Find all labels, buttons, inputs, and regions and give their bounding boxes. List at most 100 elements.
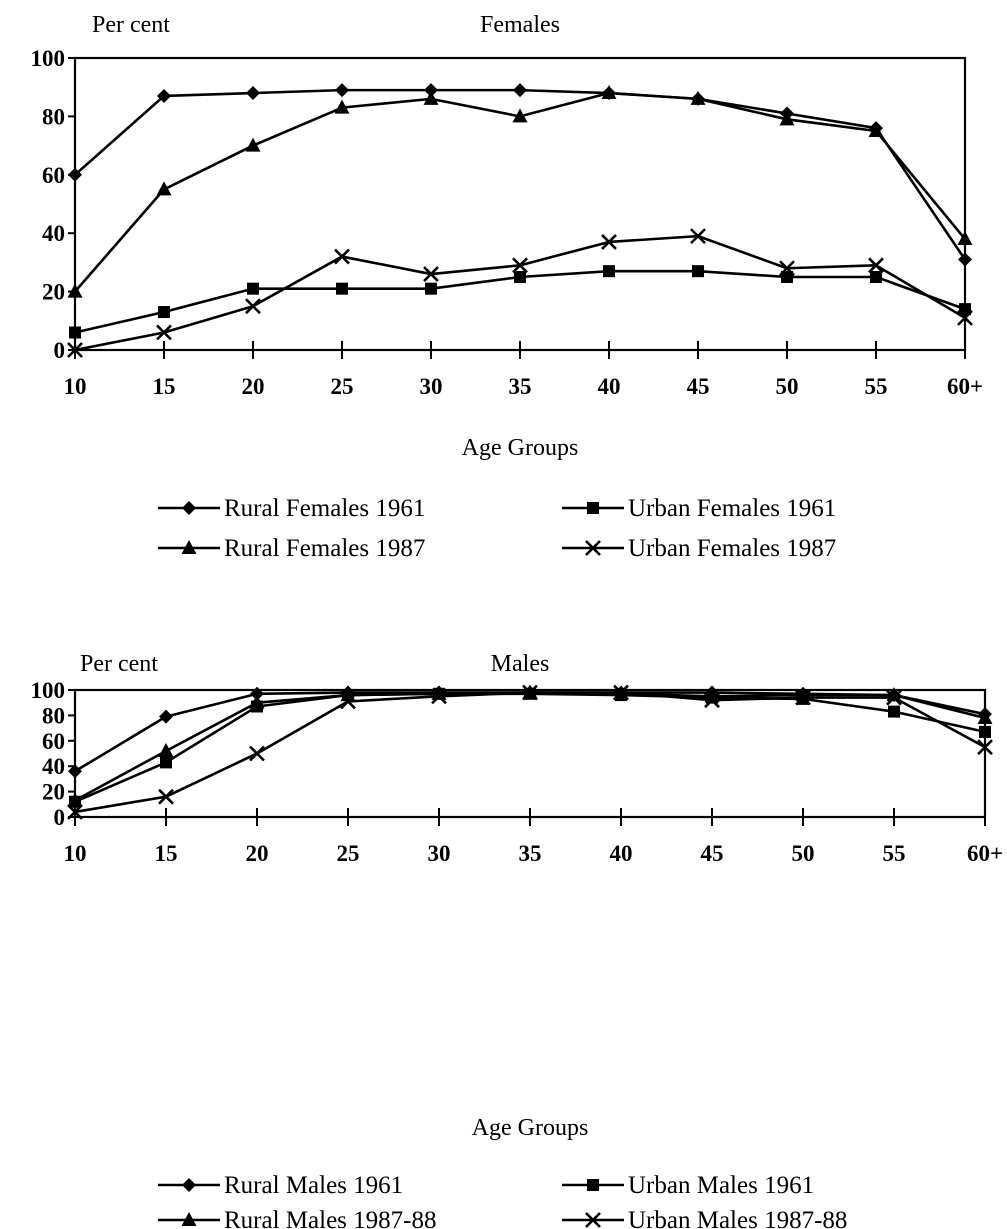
females-series-rural-females-1961-point-60 (958, 252, 972, 267)
females-xtick-label-55: 55 (865, 374, 888, 399)
males-series-urban-males-1987-88-point-25 (340, 693, 356, 710)
males-series-rural-males-1961-point-10 (68, 764, 82, 779)
males-series-urban-males-1987-88-point-55 (886, 689, 902, 706)
males-xtick-label-15: 15 (155, 841, 178, 866)
males-series-rural-males-1987-88-point-10 (67, 792, 83, 807)
females-legend-entry-urban-females-1987-marker (585, 540, 601, 556)
females-series-urban-females-1961-point-45 (692, 265, 704, 278)
females-series-urban-females-1961-point-40 (603, 265, 615, 278)
males-series-urban-males-1961-point-60 (979, 725, 991, 738)
females-series-urban-females-1987-point-60-stroke-b (957, 309, 973, 326)
males-y-axis-label: Per cent (80, 651, 158, 677)
males-xtick-label-25: 25 (337, 841, 360, 866)
females-series-urban-females-1961-point-30 (425, 282, 437, 295)
females-series-urban-females-1961-point-25 (336, 282, 348, 295)
females-series-urban-females-1961-point-20 (247, 282, 259, 295)
males-ytick-label-40: 40 (42, 754, 65, 779)
males-series-rural-males-1987-88-point-15 (158, 742, 174, 757)
males-series-urban-males-1987-88-point-40 (613, 684, 629, 701)
males-ytick-label-0: 0 (54, 805, 66, 830)
males-ytick-label-20: 20 (42, 780, 65, 805)
males-series-urban-males-1987-88-point-25-stroke-b (340, 693, 356, 710)
females-series-urban-females-1987-point-15 (156, 324, 172, 341)
females-series-rural-females-1961 (68, 83, 972, 267)
males-xtick-label-30: 30 (428, 841, 451, 866)
males-plot-frame (73, 688, 987, 819)
females-series-urban-females-1987-line (74, 234, 966, 352)
females-series-urban-females-1987-point-15-stroke-b (156, 324, 172, 341)
females-series-rural-females-1987-point-25 (334, 99, 350, 114)
males-legend-entry-urban-males-1961: Urban Males 1961 (562, 1172, 814, 1199)
females-series-urban-females-1961-point-10 (69, 326, 81, 339)
females-series-rural-females-1987-point-60 (957, 231, 973, 246)
females-series-rural-females-1961-point-20 (246, 86, 260, 101)
females-series-urban-females-1961-point-15 (158, 306, 170, 319)
males-series-urban-males-1987-88-point-10-stroke-b (67, 804, 83, 820)
females-series-urban-females-1961-point-55 (870, 271, 882, 283)
females-series-rural-females-1987-point-40 (601, 85, 617, 100)
females-series-urban-females-1987-point-50 (779, 260, 795, 277)
females-series-urban-females-1987-point-55-stroke-b (868, 257, 884, 274)
males-legend-entry-rural-males-1961-marker (182, 1178, 196, 1192)
females-series-rural-females-1987-point-55 (868, 123, 884, 137)
males-series-rural-males-1987-88 (67, 684, 993, 807)
males-legend-entry-urban-males-1987-88: Urban Males 1987-88 (562, 1207, 847, 1229)
males-xtick-label-35: 35 (519, 841, 542, 866)
females-series-urban-females-1987-point-45-stroke-b (690, 228, 706, 245)
females-series-urban-females-1987 (67, 228, 973, 358)
females-series-rural-females-1961-point-10 (68, 167, 82, 182)
females-xtick-label-45: 45 (687, 374, 710, 399)
males-series-urban-males-1961-point-55 (888, 705, 900, 718)
males-ytick-label-100: 100 (31, 678, 66, 703)
females-legend-entry-rural-females-1987: Rural Females 1987 (158, 535, 425, 562)
females-xtick-label-35: 35 (509, 374, 532, 399)
females-series-rural-females-1987-point-30 (423, 90, 439, 105)
females-series-rural-females-1961-point-30 (424, 83, 438, 98)
females-legend-entry-rural-females-1961: Rural Females 1961 (158, 495, 425, 522)
females-series-urban-females-1987-point-25-stroke-b (334, 248, 350, 265)
females-series-rural-females-1987-point-20 (245, 137, 261, 152)
females-series-urban-females-1987-point-35-stroke-b (512, 257, 528, 274)
females-xtick-label-15: 15 (153, 374, 176, 399)
females-series-urban-females-1961-point-60 (959, 303, 971, 316)
females-legend-entry-rural-females-1961-label: Rural Females 1961 (224, 495, 425, 522)
males-series-urban-males-1987-88-point-45-stroke-b (704, 692, 720, 709)
males-legend-entry-urban-males-1987-88-label: Urban Males 1987-88 (628, 1207, 847, 1229)
males-series-rural-males-1961-point-15 (159, 709, 173, 724)
females-chart: 0 20 40 60 80 100 10 15 20 25 30 35 40 45 50 55 60+ Femal… (31, 12, 984, 562)
males-series-urban-males-1987-88-point-20 (249, 745, 265, 762)
females-series-urban-females-1987-point-30 (423, 266, 439, 282)
females-series-urban-females-1961 (69, 265, 971, 339)
males-xtick-label-10: 10 (64, 841, 87, 866)
females-plot-frame (73, 56, 967, 352)
males-xtick-label-50: 50 (792, 841, 815, 866)
males-xtick-label-55: 55 (883, 841, 906, 866)
females-xtick-label-40: 40 (598, 374, 621, 399)
females-series-urban-females-1987-point-55 (868, 257, 884, 274)
females-series-urban-females-1987-point-10-stroke-b (67, 342, 83, 358)
females-legend: Rural Females 1961 Urban Females 1961 Rura… (158, 495, 836, 562)
females-series-rural-females-1987-point-50 (779, 111, 795, 126)
males-series-urban-males-1961-line (74, 692, 986, 803)
females-xtick-label-30: 30 (420, 374, 443, 399)
males-chart-title: Males (491, 651, 550, 677)
females-legend-entry-urban-females-1987-marker-stroke-b (585, 540, 601, 556)
males-series-urban-males-1987-88-line (74, 691, 986, 814)
males-xtick-label-40: 40 (610, 841, 633, 866)
females-chart-svg: 0 20 40 60 80 100 10 15 20 25 30 35 40 45 50 55 60+ Femal… (31, 12, 984, 562)
males-legend-entry-urban-males-1987-88-marker-stroke-b (585, 1212, 601, 1228)
females-xtick-label-25: 25 (331, 374, 354, 399)
males-legend-entry-urban-males-1961-label: Urban Males 1961 (628, 1172, 814, 1199)
males-legend-entry-rural-males-1961-label: Rural Males 1961 (224, 1172, 403, 1199)
females-series-rural-females-1961-point-35 (513, 83, 527, 98)
males-series-urban-males-1987-88-point-50-stroke-b (795, 689, 811, 706)
females-series-rural-females-1987-line (74, 91, 967, 293)
females-ytick-label-0: 0 (54, 338, 66, 363)
females-series-urban-females-1987-point-35 (512, 257, 528, 274)
females-series-rural-females-1961-point-25 (335, 83, 349, 98)
females-series-urban-females-1987-point-60 (957, 309, 973, 326)
females-series-rural-females-1987 (67, 85, 973, 298)
males-series-urban-males-1987-88-point-55-stroke-b (886, 689, 902, 706)
males-legend-entry-rural-males-1987-88-label: Rural Males 1987-88 (224, 1207, 436, 1229)
